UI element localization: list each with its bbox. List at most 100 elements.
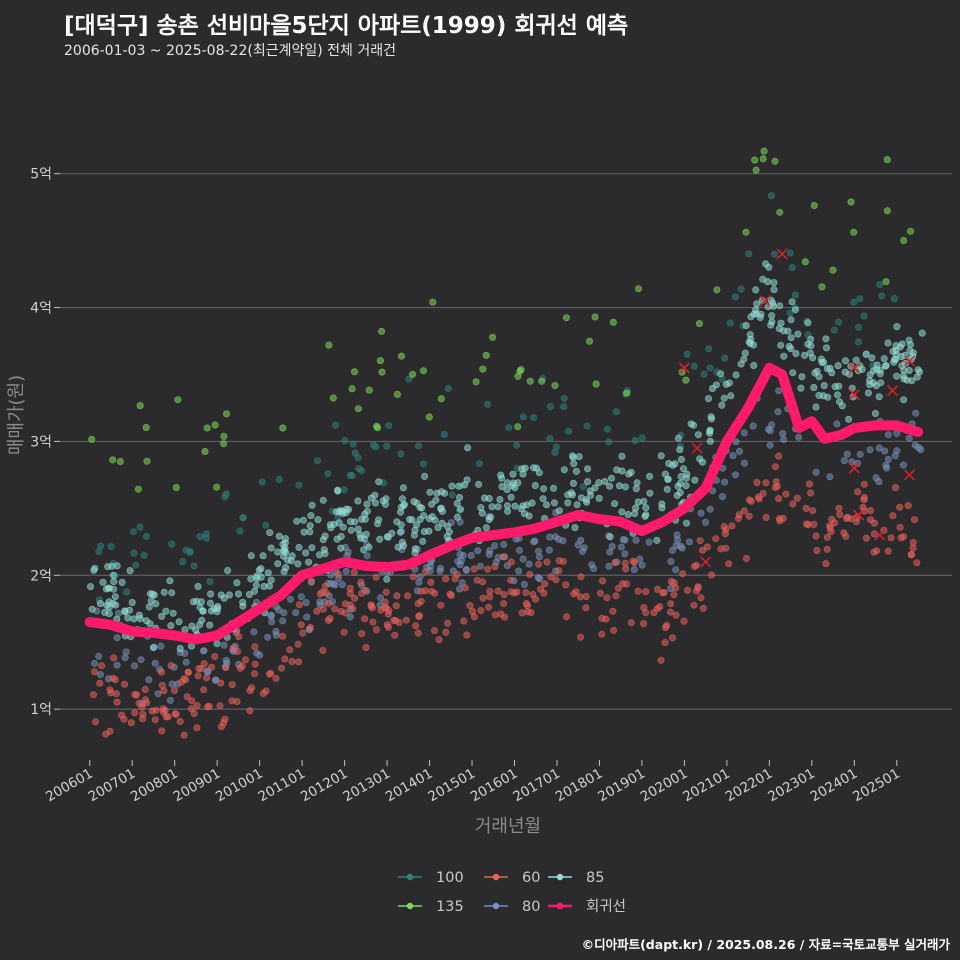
scatter-point xyxy=(124,614,132,622)
scatter-point xyxy=(882,278,890,286)
scatter-point xyxy=(375,478,383,486)
scatter-point xyxy=(750,310,758,318)
scatter-point xyxy=(91,668,99,676)
scatter-point xyxy=(642,609,650,617)
scatter-point xyxy=(552,576,560,584)
scatter-point xyxy=(265,670,273,678)
scatter-point xyxy=(875,444,883,452)
scatter-point xyxy=(718,401,726,409)
scatter-point xyxy=(779,327,787,335)
scatter-point xyxy=(228,681,236,689)
scatter-point xyxy=(340,486,348,494)
scatter-point xyxy=(91,659,99,667)
scatter-point xyxy=(904,502,912,510)
scatter-point xyxy=(631,509,639,517)
scatter-point xyxy=(295,543,303,551)
scatter-point xyxy=(362,530,370,538)
scatter-point xyxy=(535,560,543,568)
scatter-point xyxy=(745,512,753,520)
scatter-point xyxy=(726,319,734,327)
scatter-point xyxy=(348,385,356,393)
scatter-point xyxy=(460,617,468,625)
scatter-point xyxy=(845,370,853,378)
scatter-point xyxy=(574,541,582,549)
scatter-point xyxy=(682,376,690,384)
outlier-stroke xyxy=(903,469,916,481)
scatter-point xyxy=(887,534,895,542)
scatter-point xyxy=(847,362,855,370)
scatter-point xyxy=(187,705,195,713)
scatter-point xyxy=(146,590,154,598)
scatter-point xyxy=(118,711,126,719)
scatter-point xyxy=(288,657,296,665)
scatter-point xyxy=(762,260,770,268)
scatter-point xyxy=(667,600,675,608)
scatter-point xyxy=(325,599,333,607)
scatter-point xyxy=(850,228,858,236)
scatter-point xyxy=(200,660,208,668)
scatter-point xyxy=(742,321,750,329)
scatter-point xyxy=(507,558,515,566)
scatter-point xyxy=(115,609,123,617)
scatter-point xyxy=(696,455,704,463)
scatter-point xyxy=(145,603,153,611)
scatter-point xyxy=(708,384,716,392)
scatter-point xyxy=(582,592,590,600)
scatter-point xyxy=(766,441,774,449)
scatter-point xyxy=(634,285,642,293)
scatter-point xyxy=(640,620,648,628)
scatter-point xyxy=(393,390,401,398)
scatter-point xyxy=(823,365,831,373)
scatter-point xyxy=(425,413,433,421)
scatter-point xyxy=(251,587,259,595)
source-caption: ©디아파트(dapt.kr) / 2025.08.26 / 자료=국토교통부 실… xyxy=(581,937,950,952)
outlier-x-mark xyxy=(700,556,712,568)
outlier-stroke xyxy=(700,556,712,568)
scatter-point xyxy=(101,608,109,616)
scatter-point xyxy=(224,566,232,574)
legend-label: 회귀선 xyxy=(586,898,626,915)
x-tick-label: 201901 xyxy=(595,766,648,806)
scatter-point xyxy=(900,237,908,245)
outlier-x-mark xyxy=(759,295,771,307)
scatter-point xyxy=(306,623,314,631)
scatter-point xyxy=(810,520,818,528)
scatter-point xyxy=(437,395,445,403)
scatter-point xyxy=(583,422,591,430)
scatter-point xyxy=(767,192,775,200)
scatter-point xyxy=(420,512,428,520)
scatter-point xyxy=(609,318,617,326)
scatter-point xyxy=(627,468,635,476)
outlier-x-mark xyxy=(678,362,690,374)
scatter-point xyxy=(131,709,139,717)
scatter-point xyxy=(192,626,200,634)
scatter-point xyxy=(873,361,881,369)
scatter-point xyxy=(653,585,661,593)
legend-dot xyxy=(556,902,564,910)
scatter-point xyxy=(692,561,700,569)
scatter-point xyxy=(140,551,148,559)
scatter-point xyxy=(667,557,675,565)
scatter-point xyxy=(354,497,362,505)
scatter-point xyxy=(822,560,830,568)
scatter-point xyxy=(826,473,834,481)
scatter-point xyxy=(118,578,126,586)
scatter-point xyxy=(606,482,614,490)
legend-item-100: 100 xyxy=(398,870,464,886)
scatter-point xyxy=(411,545,419,553)
scatter-point xyxy=(900,366,908,374)
scatter-point xyxy=(679,570,687,578)
scatter-point xyxy=(131,662,139,670)
scatter-point xyxy=(158,612,166,620)
scatter-point xyxy=(794,330,802,338)
scatter-point xyxy=(520,580,528,588)
scatter-point xyxy=(775,495,783,503)
scatter-point xyxy=(453,513,461,521)
scatter-point xyxy=(909,539,917,547)
scatter-point xyxy=(866,507,874,515)
scatter-point xyxy=(788,298,796,306)
outlier-x-mark xyxy=(874,529,886,541)
scatter-point xyxy=(444,384,452,392)
scatter-point xyxy=(509,470,517,478)
x-tick-label: 200601 xyxy=(43,766,96,806)
